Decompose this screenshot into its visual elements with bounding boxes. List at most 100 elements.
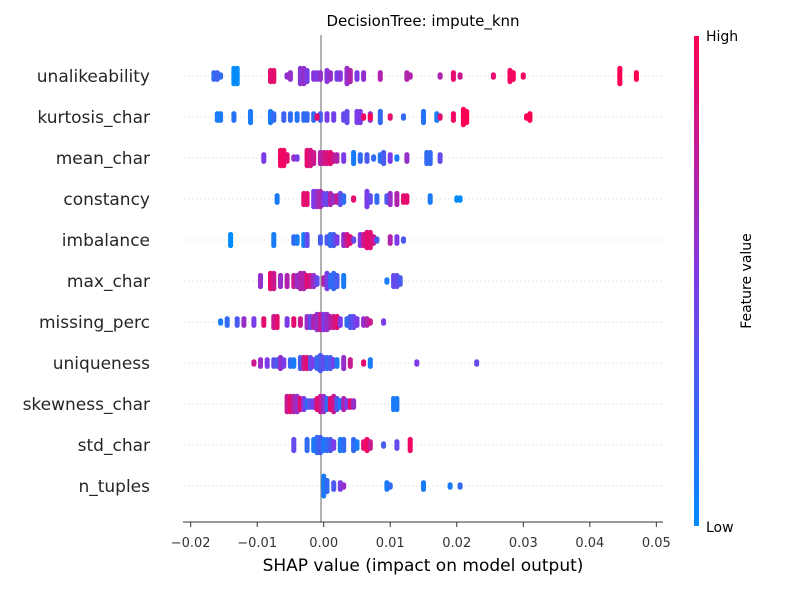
shap-point	[317, 240, 323, 246]
feature-gridlines	[184, 75, 663, 487]
shap-point	[437, 115, 443, 121]
shap-point	[367, 320, 373, 326]
shap-point	[367, 245, 373, 251]
shap-point	[474, 361, 480, 367]
shap-point	[377, 119, 383, 126]
shap-point	[490, 74, 496, 80]
shap-point	[420, 486, 427, 492]
shap-point	[450, 76, 456, 82]
shap-point	[218, 320, 224, 326]
shap-point	[291, 447, 297, 454]
x-tick-label: −0.02	[171, 536, 211, 551]
shap-point	[234, 322, 240, 328]
x-tick-label: 0.02	[442, 536, 471, 551]
shap-point	[437, 74, 443, 80]
shap-point	[234, 81, 240, 87]
feature-label: skewness_char	[23, 395, 150, 415]
shap-point	[304, 117, 310, 123]
shap-point	[381, 320, 387, 326]
shap-point	[381, 160, 387, 167]
x-axis-label: SHAP value (impact on model output)	[263, 556, 584, 576]
shap-point	[420, 119, 427, 126]
shap-point	[281, 363, 287, 369]
feature-label: std_char	[78, 436, 150, 456]
shap-point	[314, 281, 320, 287]
shap-point	[271, 117, 277, 123]
shap-point	[357, 119, 363, 126]
shap-point	[394, 240, 400, 246]
x-tick-label: 0.01	[376, 536, 405, 551]
shap-point	[334, 240, 340, 246]
shap-point	[387, 115, 393, 121]
shap-point	[271, 286, 277, 292]
shap-point	[367, 115, 373, 121]
shap-point	[331, 117, 337, 123]
shap-point	[371, 156, 377, 162]
shap-point	[261, 158, 267, 164]
shap-point	[334, 363, 340, 369]
shap-point	[231, 117, 237, 123]
shap-point	[367, 363, 373, 369]
shap-point	[251, 361, 257, 367]
shap-point	[384, 279, 390, 285]
shap-point	[447, 484, 453, 490]
feature-label: constancy	[63, 190, 150, 210]
shap-point	[427, 160, 433, 167]
shap-point	[334, 158, 340, 164]
shap-point	[327, 76, 333, 82]
shap-points	[211, 65, 640, 499]
shap-point	[291, 363, 297, 369]
colorbar	[694, 36, 699, 526]
shap-point	[377, 76, 383, 82]
shap-point	[387, 484, 393, 490]
shap-point	[287, 76, 293, 82]
x-tick-label: 0.05	[642, 536, 671, 551]
shap-point	[510, 76, 516, 82]
shap-point	[404, 158, 410, 164]
shap-point	[437, 158, 443, 164]
shap-point	[228, 242, 234, 249]
shap-point	[247, 119, 254, 126]
shap-point	[387, 240, 393, 246]
shap-point	[387, 201, 393, 208]
shap-point	[351, 238, 357, 244]
shap-point	[284, 283, 290, 290]
feature-label: kurtosis_char	[37, 108, 150, 128]
colorbar-title: Feature value	[739, 233, 755, 329]
shap-point	[354, 445, 360, 451]
shap-point	[317, 76, 323, 82]
colorbar-high-label: High	[706, 29, 738, 45]
shap-point	[427, 199, 433, 205]
shap-point	[457, 74, 463, 80]
feature-label: uniqueness	[53, 354, 150, 374]
shap-point	[304, 242, 310, 249]
shap-point	[404, 199, 410, 205]
feature-label: missing_perc	[39, 313, 150, 333]
shap-point	[394, 406, 400, 413]
shap-point	[374, 238, 380, 244]
feature-labels: unalikeability kurtosis_char mean_charcons…	[23, 67, 151, 497]
shap-point	[304, 447, 310, 454]
shap-point	[321, 493, 327, 499]
feature-label: n_tuples	[78, 477, 150, 497]
shap-point	[271, 242, 277, 249]
shap-point	[287, 117, 293, 123]
shap-point	[314, 115, 320, 121]
feature-label: mean_char	[56, 149, 150, 169]
shap-point	[407, 447, 413, 454]
shap-point	[387, 158, 393, 164]
shap-point	[331, 486, 337, 492]
shap-point	[281, 117, 287, 123]
shap-point	[394, 156, 400, 162]
shap-point	[367, 445, 373, 451]
x-tick-label: 0.03	[509, 536, 538, 551]
shap-point	[274, 199, 280, 205]
x-tick-label: −0.01	[237, 536, 277, 551]
shap-point	[457, 197, 463, 203]
colorbar-low-label: Low	[706, 520, 734, 536]
feature-label: max_char	[67, 272, 150, 292]
shap-point	[354, 76, 360, 82]
shap-point	[341, 447, 347, 454]
shap-point	[374, 199, 380, 205]
shap-point	[251, 322, 257, 328]
